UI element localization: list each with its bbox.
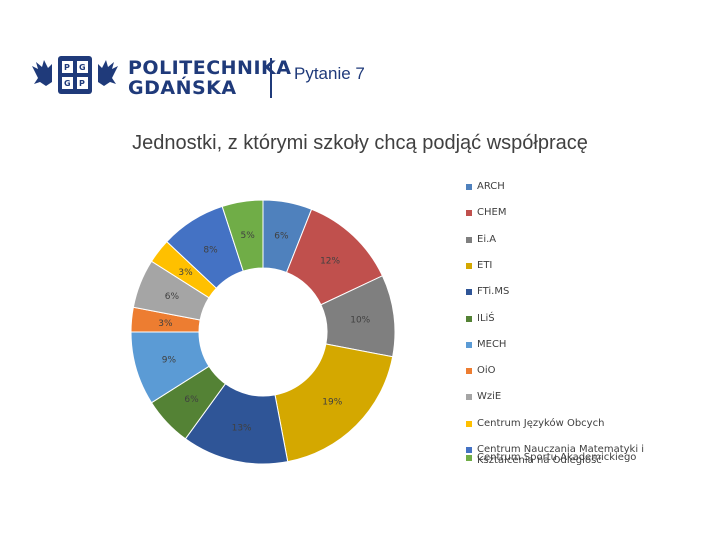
legend-swatch-0 [466, 184, 472, 190]
slice-label-4: 13% [232, 424, 252, 434]
legend-label-3: ETI [477, 259, 493, 271]
legend-swatch-10 [466, 447, 472, 453]
legend-swatch-6 [466, 341, 472, 348]
slice-label-8: 6% [165, 292, 180, 302]
legend-swatch-5 [466, 315, 472, 322]
legend-label-9: Centrum Języków Obcych [477, 417, 605, 429]
slice-label-1: 12% [320, 257, 340, 267]
header-divider [270, 58, 272, 98]
logo-wordmark: POLITECHNIKA GDAŃSKA [128, 58, 291, 98]
logo-line-1: POLITECHNIKA [128, 57, 292, 79]
legend-label-1: CHEM [477, 207, 507, 219]
slice-label-3: 19% [322, 397, 342, 407]
legend-swatch-2 [466, 236, 472, 243]
university-logo: P G G P POLITECHNIKA GDAŃSKA [30, 52, 291, 98]
legend-swatch-7 [466, 368, 472, 375]
slice-label-10: 8% [203, 245, 218, 255]
svg-text:G: G [64, 79, 71, 88]
slice-label-7: 3% [158, 319, 173, 329]
slice-11 [221, 199, 264, 272]
legend-label-8: WziE [477, 391, 502, 403]
legend-swatch-1 [466, 210, 472, 217]
logo-line-2: GDAŃSKA [128, 77, 237, 99]
slice-label-9: 3% [178, 268, 193, 278]
legend-label-10: Centrum Nauczania Matematyki i Kształceni… [477, 444, 645, 466]
slice-label-11: 5% [241, 231, 256, 241]
question-label: Pytanie 7 [294, 64, 365, 83]
svg-text:G: G [79, 63, 86, 72]
legend-label-2: Ei.A [477, 233, 497, 245]
legend-label-11: Centrum Sportu Akademickiego [477, 451, 637, 463]
legend-swatch-8 [466, 394, 472, 401]
svg-text:P: P [79, 79, 85, 88]
legend-label-6: MECH [477, 338, 507, 350]
slice-label-2: 10% [350, 316, 370, 326]
slice-label-5: 6% [184, 395, 199, 405]
svg-text:P: P [64, 63, 70, 72]
legend-label-4: FTi.MS [477, 286, 510, 298]
legend-swatch-3 [466, 262, 472, 269]
legend-swatch-11 [466, 454, 472, 461]
legend-label-0: ARCH [477, 181, 505, 192]
slice-3 [274, 343, 394, 463]
legend-swatch-9 [466, 420, 472, 427]
legend-label-7: OiO [477, 365, 496, 377]
crest-icon: P G G P [32, 56, 118, 94]
slice-label-0: 6% [274, 232, 289, 242]
chart-title: Jednostki, z którymi szkoły chcą podjąć … [132, 132, 588, 154]
legend-swatch-4 [466, 289, 472, 296]
slice-label-6: 9% [162, 355, 177, 365]
legend-label-5: ILiŚ [477, 312, 495, 324]
